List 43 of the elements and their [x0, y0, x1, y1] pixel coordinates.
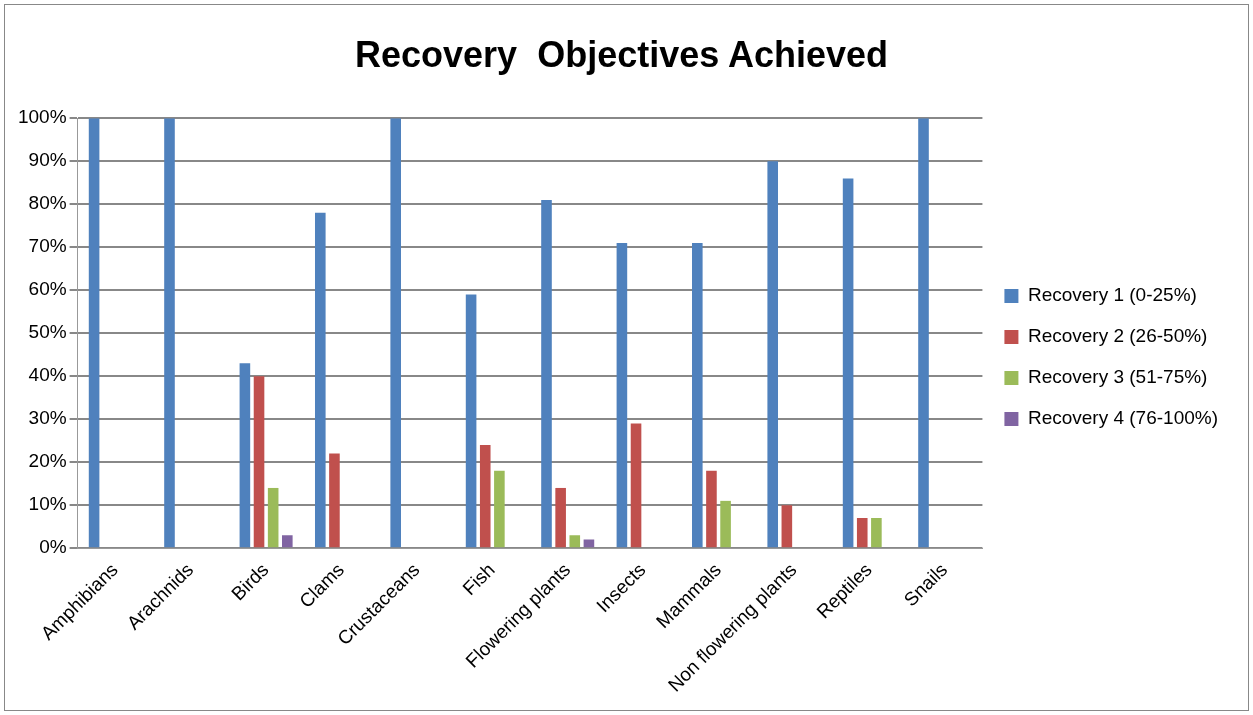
- bar: [282, 535, 293, 548]
- bar: [871, 518, 882, 548]
- x-tick-label: Fish: [458, 558, 499, 600]
- bar: [479, 444, 491, 548]
- y-tick-label: 40%: [28, 364, 67, 386]
- y-tick-label: 60%: [28, 278, 67, 300]
- y-tick-label: 30%: [28, 407, 67, 429]
- bar: [253, 376, 265, 548]
- y-tick-label: 20%: [28, 450, 67, 472]
- y-tick-label: 70%: [28, 235, 67, 257]
- legend-label: Recovery 1 (0-25%): [1027, 284, 1197, 306]
- bar: [465, 294, 477, 548]
- bar: [842, 178, 854, 548]
- y-tick-label: 90%: [28, 149, 67, 171]
- y-tick-label: 80%: [28, 192, 67, 214]
- y-tick-label: 10%: [28, 493, 67, 515]
- bar: [569, 535, 581, 548]
- legend-label: Recovery 3 (51-75%): [1027, 366, 1208, 388]
- bar: [720, 500, 731, 548]
- bar: [239, 363, 251, 548]
- bar: [267, 487, 279, 548]
- bar: [164, 118, 175, 548]
- bar: [390, 118, 401, 548]
- chart-title: Recovery Objectives Achieved: [355, 33, 888, 75]
- bar: [555, 487, 566, 548]
- bar: [616, 242, 628, 548]
- y-tick-label: 50%: [28, 321, 67, 343]
- bar: [630, 423, 642, 548]
- legend-label: Recovery 2 (26-50%): [1027, 325, 1208, 347]
- bar: [918, 118, 929, 548]
- bar: [856, 518, 868, 548]
- bar: [88, 118, 100, 548]
- y-tick-label: 100%: [17, 106, 67, 128]
- bar: [494, 470, 505, 548]
- bar: [314, 212, 326, 548]
- legend-label: Recovery 4 (76-100%): [1027, 407, 1219, 429]
- bar: [692, 242, 703, 548]
- y-tick-label: 0%: [39, 536, 67, 558]
- bar: [767, 161, 779, 548]
- bar: [329, 453, 340, 548]
- bar: [541, 199, 552, 548]
- bar: [706, 470, 717, 548]
- bar: [781, 505, 793, 548]
